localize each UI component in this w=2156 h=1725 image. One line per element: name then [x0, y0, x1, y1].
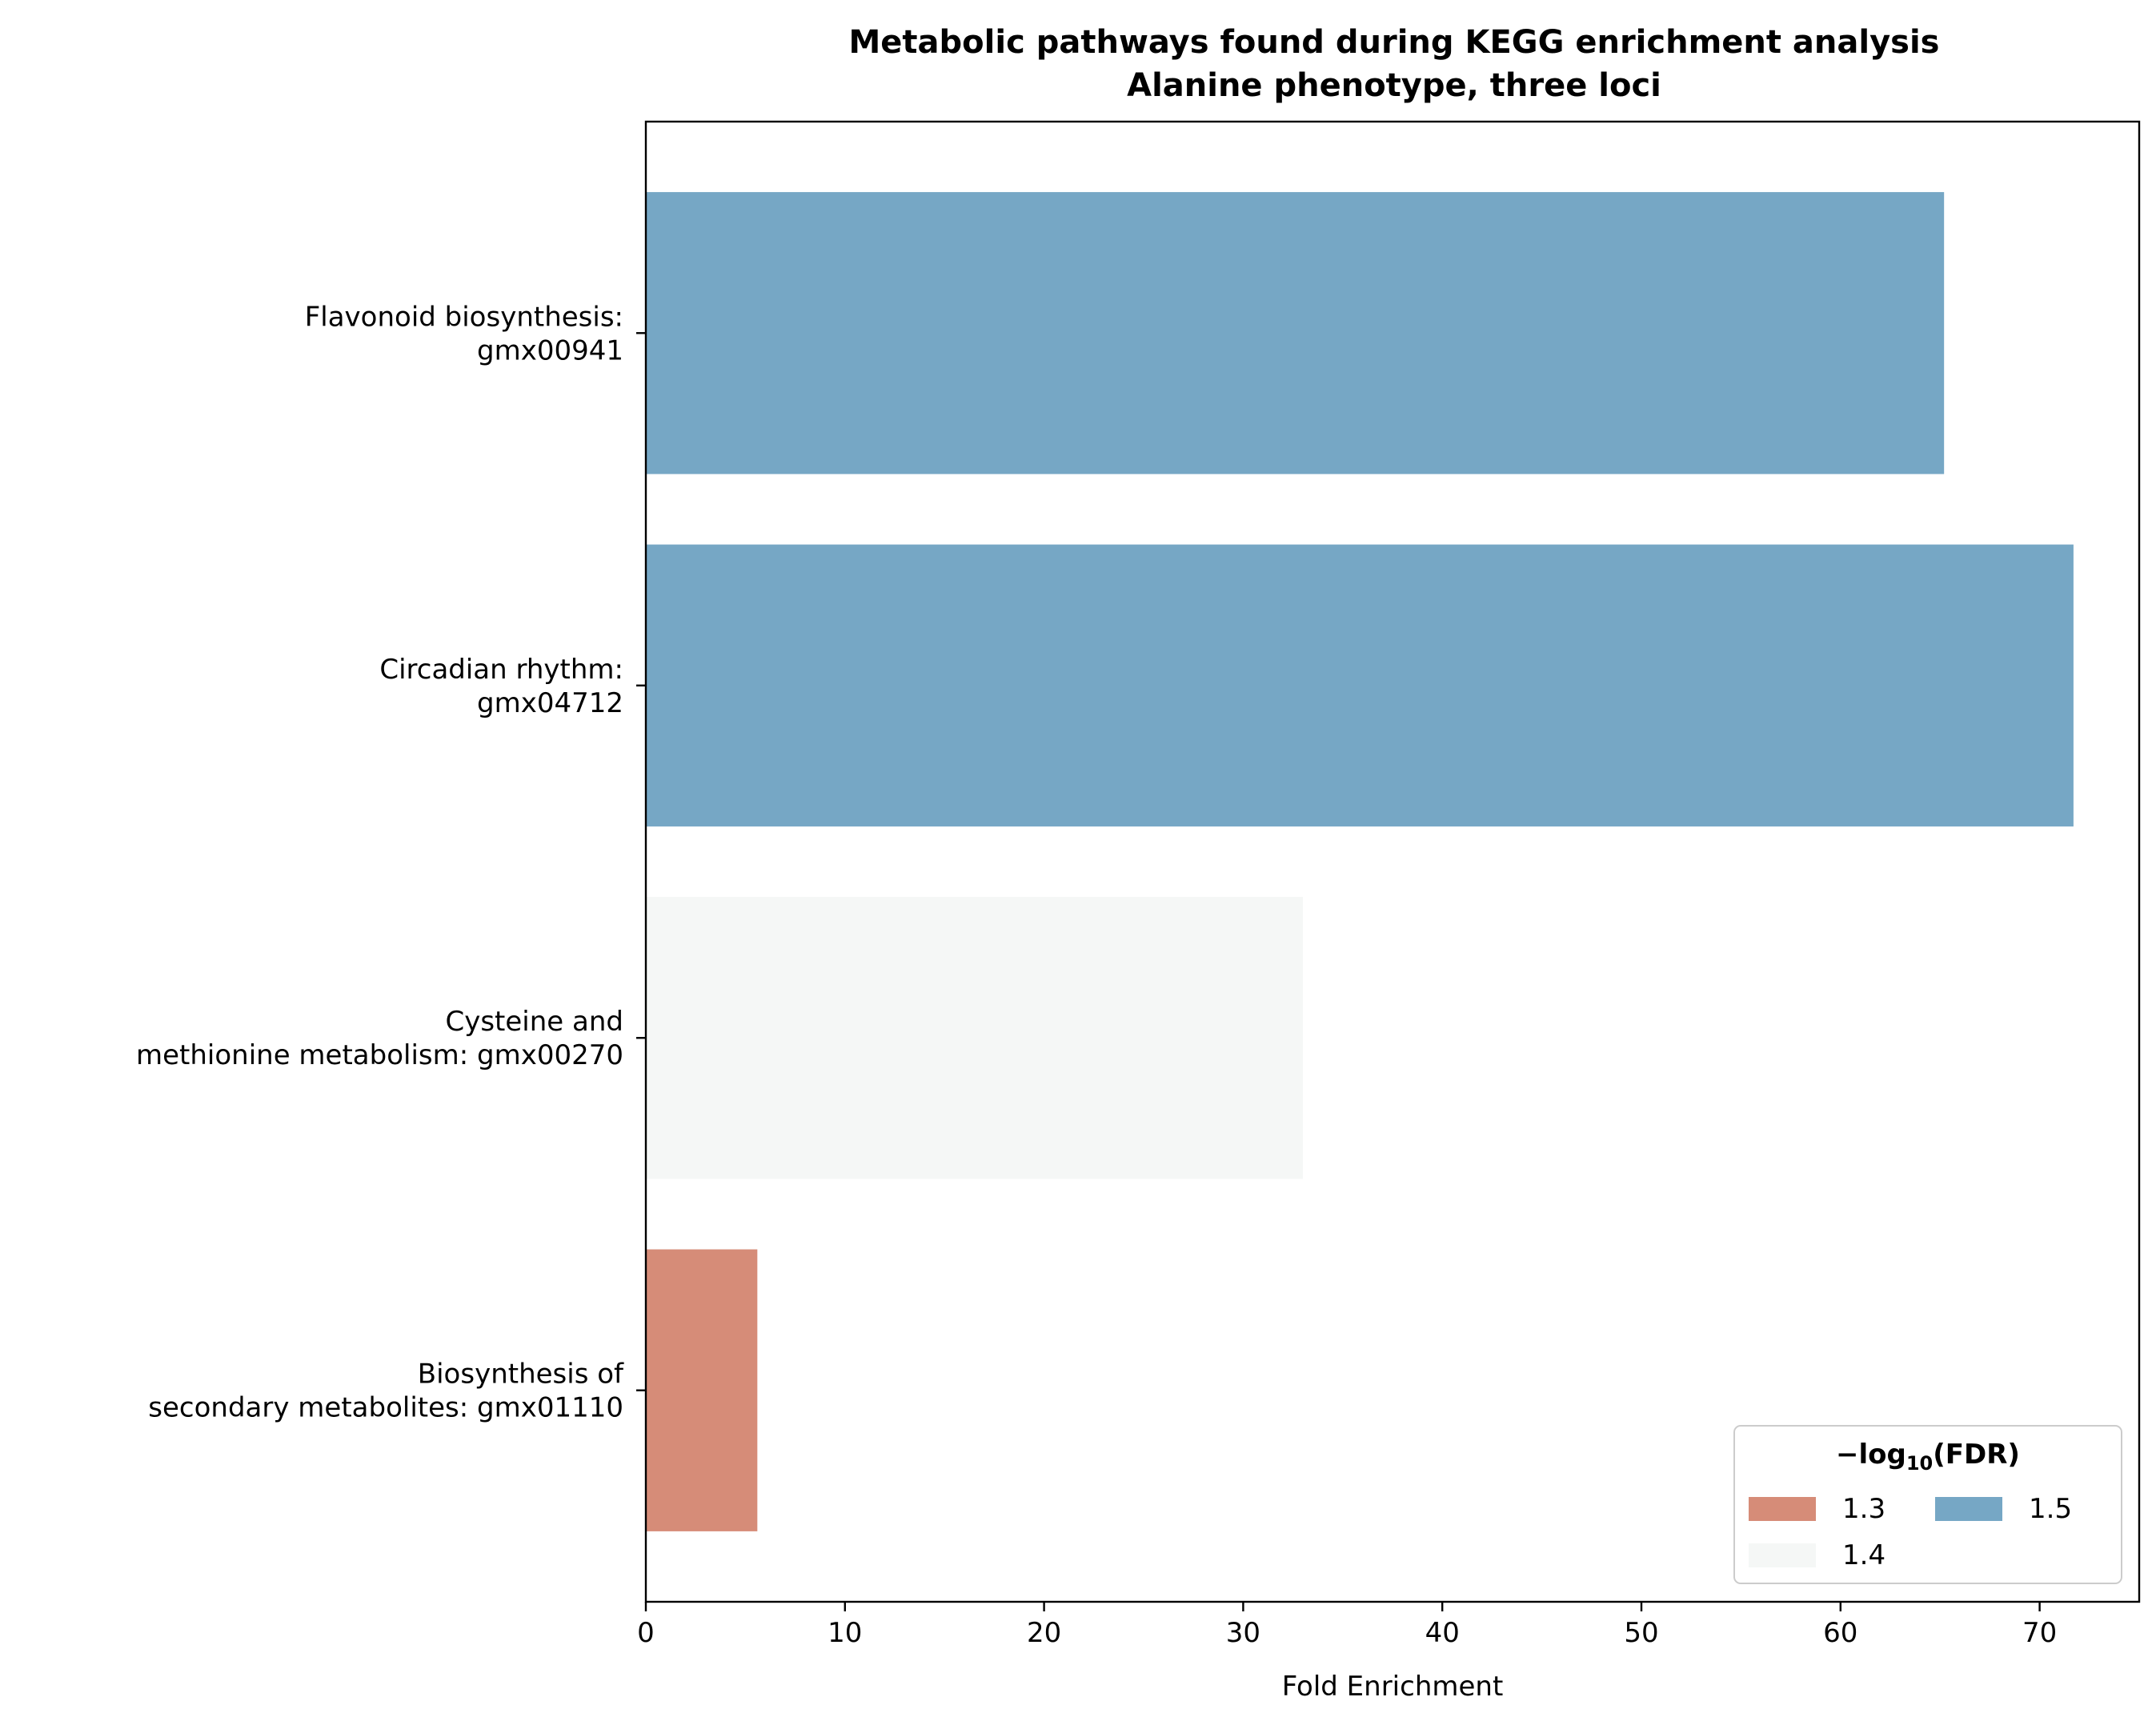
- x-tick-label: 70: [2022, 1617, 2057, 1649]
- y-tick-label-line: Circadian rhythm:: [379, 654, 623, 686]
- y-tick-label: Flavonoid biosynthesis: gmx00941: [305, 301, 623, 366]
- x-axis-label: Fold Enrichment: [1282, 1671, 1504, 1703]
- y-tick-label: Cysteine and methionine metabolism: gmx00…: [136, 1006, 623, 1071]
- y-tick-label-line: Biosynthesis of: [418, 1359, 624, 1391]
- x-tick-label: 0: [637, 1617, 655, 1649]
- legend: −log10(FDR) 1.3 1.4 1.5: [1733, 1425, 2122, 1584]
- bar-2: [646, 544, 2074, 826]
- y-axis-ticks: Flavonoid biosynthesis: gmx00941 Circadian…: [136, 301, 646, 1424]
- bar-4: [646, 1249, 758, 1531]
- bar-3: [646, 897, 1304, 1179]
- x-tick-label: 30: [1226, 1617, 1260, 1649]
- x-tick-label: 60: [1823, 1617, 1857, 1649]
- bars: [646, 192, 2074, 1531]
- legend-label-1-4: 1.4: [1842, 1539, 1885, 1571]
- x-tick-label: 10: [828, 1617, 862, 1649]
- legend-title-tail: (FDR): [1933, 1439, 2020, 1471]
- chart-subtitle: Alanine phenotype, three loci: [1127, 67, 1661, 104]
- legend-title-main: −log: [1836, 1439, 1906, 1471]
- chart-title: Metabolic pathways found during KEGG enr…: [849, 24, 1940, 61]
- plot-frame: [644, 120, 2141, 1603]
- y-tick-label-line: secondary metabolites: gmx01110: [148, 1392, 623, 1424]
- legend-title: −log10(FDR): [1836, 1439, 2020, 1475]
- y-tick-label-line: gmx04712: [477, 687, 623, 719]
- y-tick-label-line: Cysteine and: [445, 1006, 623, 1038]
- legend-swatch-1-3: [1749, 1497, 1816, 1521]
- legend-entries: 1.3 1.4 1.5: [1749, 1493, 2072, 1571]
- x-axis-ticks: 0 10 20 30 40 50 60 70: [637, 1602, 2057, 1649]
- legend-title-sub: 10: [1906, 1452, 1933, 1475]
- y-tick-label-line: gmx00941: [477, 334, 623, 366]
- x-tick-label: 50: [1624, 1617, 1658, 1649]
- y-tick-label: Circadian rhythm: gmx04712: [379, 654, 623, 719]
- bar-1: [646, 192, 1945, 474]
- x-tick-label: 40: [1425, 1617, 1460, 1649]
- y-tick-label-line: methionine metabolism: gmx00270: [136, 1039, 623, 1071]
- legend-box: [1733, 1425, 2122, 1584]
- legend-swatch-1-4: [1749, 1543, 1816, 1567]
- legend-swatch-1-5: [1935, 1497, 2002, 1521]
- legend-label-1-3: 1.3: [1842, 1493, 1885, 1525]
- y-tick-label: Biosynthesis of secondary metabolites: gm…: [148, 1359, 624, 1424]
- y-tick-label-line: Flavonoid biosynthesis:: [305, 301, 623, 333]
- x-tick-label: 20: [1027, 1617, 1061, 1649]
- legend-label-1-5: 1.5: [2029, 1493, 2072, 1525]
